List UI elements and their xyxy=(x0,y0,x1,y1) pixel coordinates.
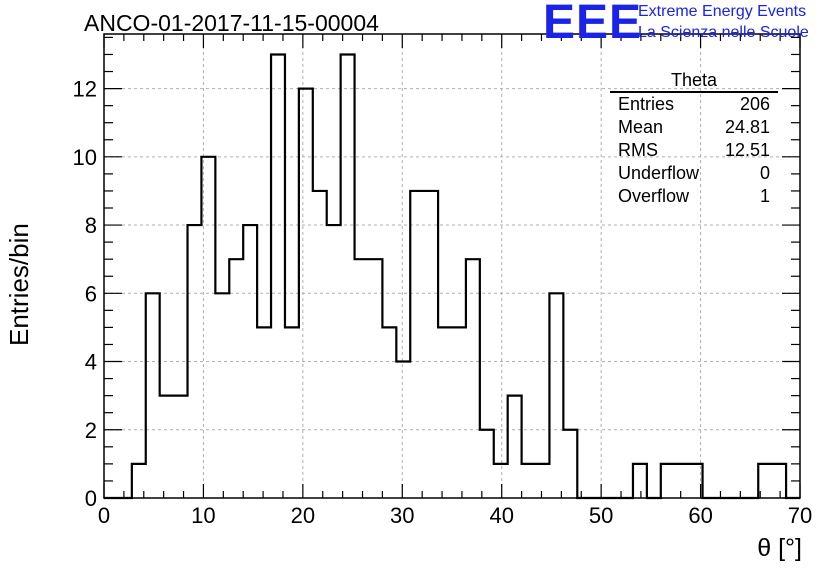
eee-logo: EEE xyxy=(543,0,643,49)
x-tick-label: 60 xyxy=(688,503,712,528)
y-tick-label: 10 xyxy=(73,145,97,170)
y-tick-label: 6 xyxy=(85,281,97,306)
x-axis-label: θ [°] xyxy=(757,534,802,562)
x-tick-label: 30 xyxy=(390,503,414,528)
stats-value: 24.81 xyxy=(724,117,770,137)
stats-row-rms: RMS 12.51 xyxy=(610,139,778,162)
y-tick-label: 12 xyxy=(73,77,97,102)
stats-row-entries: Entries 206 xyxy=(610,93,778,116)
stats-label: Underflow xyxy=(618,163,700,183)
logo-subtitle-line1: Extreme Energy Events xyxy=(638,3,807,20)
x-tick-label: 50 xyxy=(589,503,613,528)
x-tick-label: 40 xyxy=(489,503,513,528)
stats-value: 206 xyxy=(739,94,770,114)
chart-title: ANCO-01-2017-11-15-00004 xyxy=(84,10,379,36)
plot-frame xyxy=(103,33,801,499)
stats-value: 12.51 xyxy=(724,140,770,160)
y-tick-label: 8 xyxy=(85,213,97,238)
stats-label: Overflow xyxy=(618,186,690,206)
stats-value: 0 xyxy=(759,163,770,183)
stats-label: RMS xyxy=(618,140,658,160)
x-tick-label: 0 xyxy=(98,503,110,528)
stats-row-overflow: Overflow 1 xyxy=(610,185,778,208)
stats-row-underflow: Underflow 0 xyxy=(610,162,778,185)
x-tick-label: 20 xyxy=(291,503,315,528)
x-tick-label: 70 xyxy=(788,503,812,528)
stats-label: Entries xyxy=(618,94,675,114)
y-tick-label: 4 xyxy=(85,350,97,375)
x-tick-label: 10 xyxy=(191,503,215,528)
y-tick-label: 2 xyxy=(85,418,97,443)
stats-box: Theta Entries 206 Mean 24.81 RMS 12.51 U… xyxy=(610,70,778,208)
logo-subtitle-line2: La Scienza nelle Scuole xyxy=(638,24,809,41)
y-tick-label: 0 xyxy=(85,486,97,511)
stats-row-mean: Mean 24.81 xyxy=(610,116,778,139)
stats-label: Mean xyxy=(618,117,664,137)
stats-title: Theta xyxy=(610,70,778,93)
stats-value: 1 xyxy=(759,186,770,206)
y-axis-label: Entries/bin xyxy=(4,223,34,346)
